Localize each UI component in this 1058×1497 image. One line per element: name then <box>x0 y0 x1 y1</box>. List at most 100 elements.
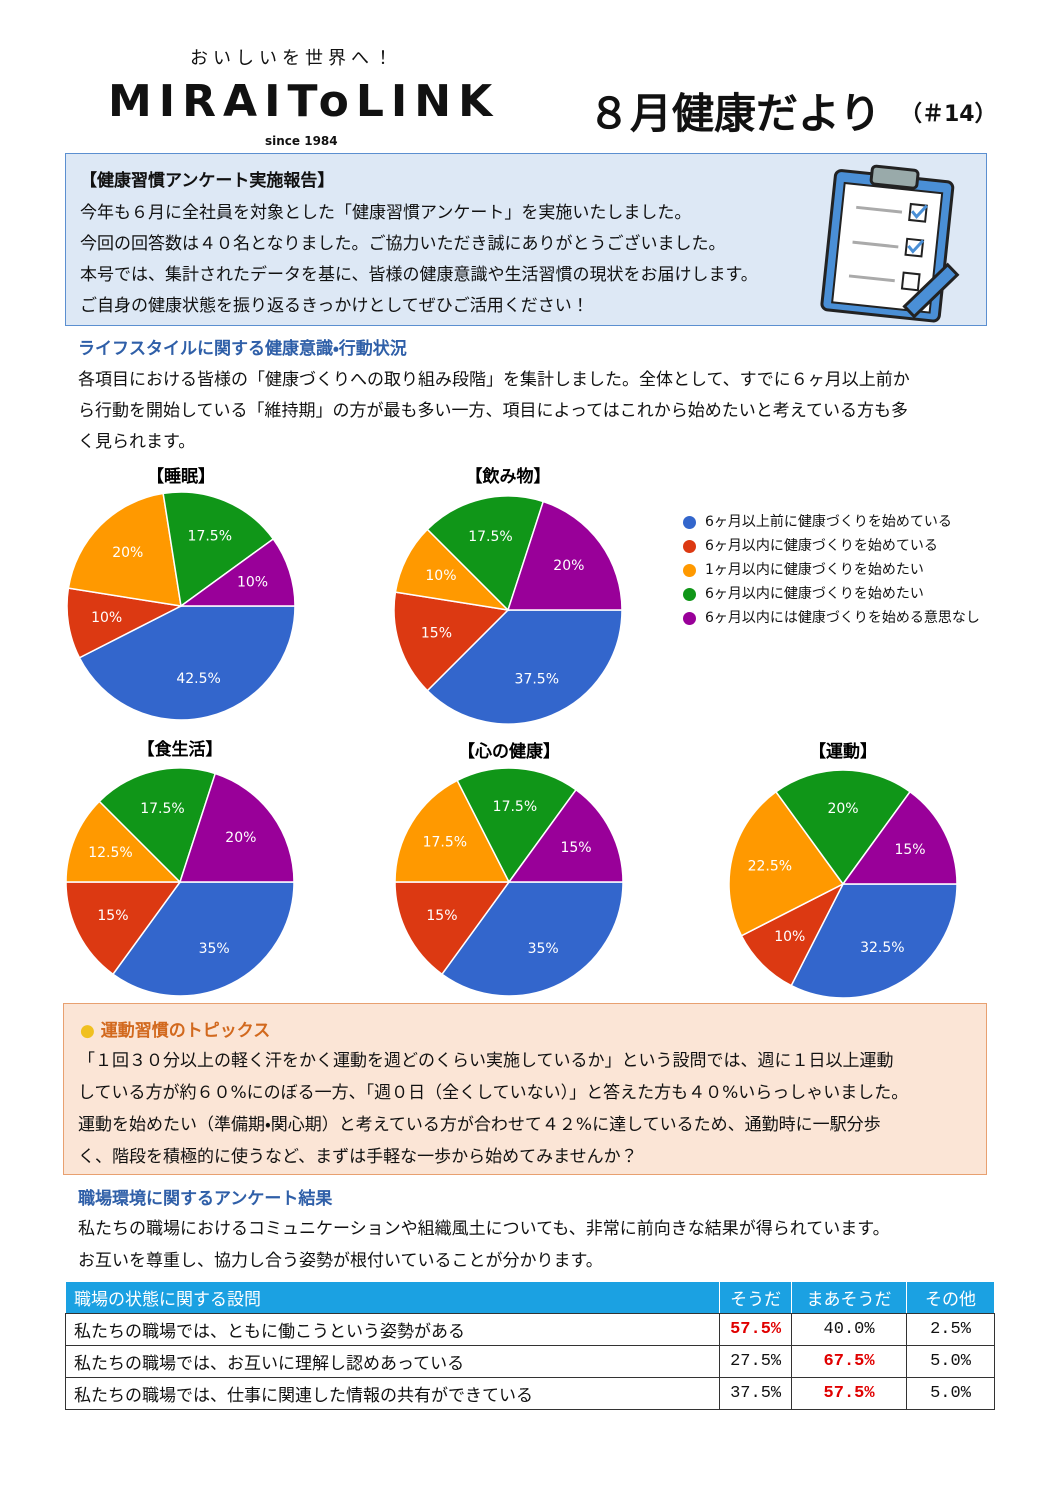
slice-label: 17.5% <box>423 835 467 851</box>
pie-slice <box>98 767 217 884</box>
pie-slice <box>774 769 912 886</box>
legend-swatch <box>683 612 696 625</box>
legend-label: 6ヶ月以内に健康づくりを始めたい <box>705 586 924 602</box>
value-cell: 2.5% <box>906 1313 995 1346</box>
topic-heading-text: 運動習慣のトピックス <box>100 1021 271 1041</box>
slice-label: 37.5% <box>515 672 559 688</box>
value-cell: 57.5% <box>791 1377 908 1410</box>
slice-label: 42.5% <box>176 671 220 687</box>
logo: MIRAIToLINK <box>108 76 500 127</box>
pie-slice <box>65 881 182 976</box>
slice-label: 35% <box>528 941 559 957</box>
legend-swatch <box>683 540 696 553</box>
legend-item: 6ヶ月以上前に健康づくりを始めている <box>683 513 983 532</box>
slice-label: 15% <box>421 625 452 641</box>
text-line: 私たちの職場におけるコミュニケーションや組織風土についても、非常に前向きな結果が… <box>78 1219 890 1239</box>
question-cell: 私たちの職場では、仕事に関連した情報の共有ができている <box>64 1377 721 1410</box>
pie-slice <box>66 587 184 659</box>
slice-label: 17.5% <box>468 529 512 545</box>
slice-label: 15% <box>426 908 457 924</box>
pie-slice <box>426 609 623 725</box>
text-line: 各項目における皆様の「健康づくりへの取り組み段階」を集計しました。全体として、す… <box>78 370 910 390</box>
pie-slice <box>394 881 511 976</box>
slice-label: 10% <box>91 610 122 626</box>
pie-slice <box>162 491 275 608</box>
legend-item: 1ヶ月以内に健康づくりを始めたい <box>683 561 983 580</box>
pie-slice <box>65 800 182 883</box>
pie-slice <box>506 500 623 611</box>
chart-title: 【飲み物】 <box>466 466 551 487</box>
slice-label: 20% <box>827 801 858 817</box>
topic-line: く、階段を積極的に使うなど、まずは手軽な一歩から始めてみませんか？ <box>78 1147 638 1167</box>
slice-label: 17.5% <box>188 528 232 544</box>
legend-label: 1ヶ月以内に健康づくりを始めたい <box>705 562 924 578</box>
intro-line: 今年も６月に全社員を対象とした「健康習慣アンケート」を実施いたしました。 <box>80 203 692 223</box>
legend-label: 6ヶ月以内には健康づくりを始める意思なし <box>705 610 980 626</box>
value-cell: 67.5% <box>791 1345 908 1378</box>
legend-swatch <box>683 564 696 577</box>
value-cell: 5.0% <box>906 1345 995 1378</box>
pie-slice <box>426 495 545 612</box>
workplace-text: 私たちの職場におけるコミュニケーションや組織風土についても、非常に前向きな結果が… <box>78 1214 998 1278</box>
intro-line: ご自身の健康状態を振り返るきっかけとしてぜひご活用ください！ <box>80 296 589 316</box>
chart-title: 【睡眠】 <box>147 466 215 487</box>
slice-label: 32.5% <box>860 940 904 956</box>
pie-slice <box>456 767 578 884</box>
question-cell: 私たちの職場では、お互いに理解し認めあっている <box>64 1345 721 1378</box>
text-line: ら行動を開始している「維持期」の方が最も多い一方、項目によってはこれから始めたい… <box>78 401 908 421</box>
chart-title: 【心の健康】 <box>458 741 560 762</box>
topic-line: している方が約６０%にのぼる一方、「週０日（全くしていない）」と答えた方も４０%… <box>78 1083 909 1103</box>
slice-label: 22.5% <box>748 858 792 874</box>
pie-slice <box>393 591 510 692</box>
clipboard-icon <box>820 164 960 323</box>
value-cell: 40.0% <box>791 1313 908 1346</box>
lifestyle-text: 各項目における皆様の「健康づくりへの取り組み段階」を集計しました。全体として、す… <box>78 365 998 465</box>
legend-item: 6ヶ月以内に健康づくりを始めている <box>683 537 983 556</box>
bulb-icon: ● <box>80 1021 95 1041</box>
slice-label: 35% <box>199 941 230 957</box>
legend-label: 6ヶ月以上前に健康づくりを始めている <box>705 514 952 530</box>
topic-box: ● 運動習慣のトピックス 「１回３０分以上の軽く汗をかく運動を週どのくらい実施し… <box>63 1003 987 1175</box>
slice-label: 10% <box>425 568 456 584</box>
question-cell: 私たちの職場では、ともに働こうという姿勢がある <box>64 1313 721 1346</box>
pie-slice <box>507 788 624 883</box>
slice-label: 10% <box>237 575 268 591</box>
legend: 6ヶ月以上前に健康づくりを始めている 6ヶ月以内に健康づくりを始めている 1ヶ月以内… <box>683 513 983 653</box>
slice-label: 15% <box>560 840 591 856</box>
slice-label: 20% <box>225 830 256 846</box>
table-row: 私たちの職場では、お互いに理解し認めあっている 27.5% 67.5% 5.0% <box>64 1345 995 1378</box>
tagline: おいしいを世界へ！ <box>190 48 397 69</box>
table-header: 職場の状態に関する設問 そうだ まあそうだ その他 <box>64 1281 995 1314</box>
pie-slice <box>394 779 511 883</box>
issue: （＃14） <box>900 102 997 127</box>
legend-swatch <box>683 516 696 529</box>
topic-heading: ● 運動習慣のトピックス <box>80 1016 270 1041</box>
table-row: 私たちの職場では、ともに働こうという姿勢がある 57.5% 40.0% 2.5% <box>64 1313 995 1346</box>
pie-slice <box>67 492 182 607</box>
legend-item: 6ヶ月以内に健康づくりを始めたい <box>683 585 983 604</box>
slice-label: 17.5% <box>493 799 537 815</box>
intro-heading: 【健康習慣アンケート実施報告】 <box>80 171 335 191</box>
section-heading: ライフスタイルに関する健康意識・行動状況 <box>78 339 407 359</box>
section-heading: 職場環境に関するアンケート結果 <box>78 1189 333 1209</box>
header-cell: その他 <box>906 1281 995 1314</box>
legend-label: 6ヶ月以内に健康づくりを始めている <box>705 538 938 554</box>
chart-title: 【運動】 <box>809 741 877 762</box>
slice-label: 20% <box>553 558 584 574</box>
title: ８月健康だより <box>588 89 882 138</box>
value-cell: 37.5% <box>719 1377 793 1410</box>
topic-line: 運動を始めたい（準備期・関心期）と考えている方が合わせて４２%に達しているため、… <box>78 1115 881 1135</box>
text-line: お互いを尊重し、協力し合う姿勢が根付いていることが分かります。 <box>78 1251 603 1271</box>
legend-swatch <box>683 588 696 601</box>
pie-slice <box>178 772 295 883</box>
slice-label: 15% <box>97 908 128 924</box>
chart-title: 【食生活】 <box>138 739 223 760</box>
slice-label: 10% <box>774 929 805 945</box>
legend-item: 6ヶ月以内には健康づくりを始める意思なし <box>683 609 983 628</box>
since: since 1984 <box>265 134 338 148</box>
slice-label: 20% <box>112 545 143 561</box>
topic-line: 「１回３０分以上の軽く汗をかく運動を週どのくらい実施しているか」という設問では、… <box>78 1051 894 1071</box>
